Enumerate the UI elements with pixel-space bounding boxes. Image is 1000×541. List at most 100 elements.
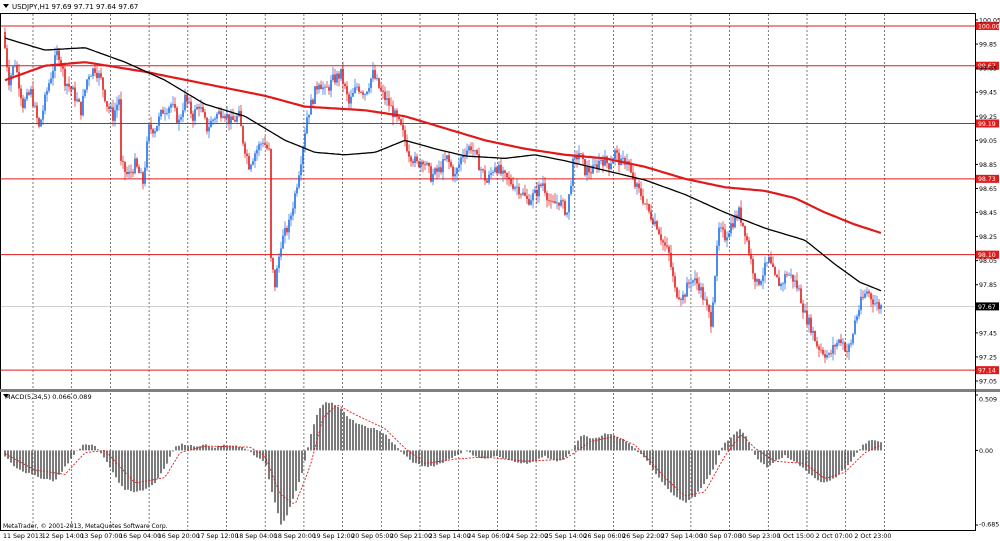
candle-body bbox=[760, 280, 762, 285]
candle-body bbox=[252, 161, 254, 165]
candle-body bbox=[530, 200, 532, 205]
candle-body bbox=[670, 252, 672, 268]
candle-body bbox=[814, 330, 816, 342]
y-tick-label: 97.25 bbox=[979, 354, 997, 361]
candle-body bbox=[268, 148, 270, 150]
candle-body bbox=[540, 184, 542, 186]
candle-body bbox=[558, 202, 560, 206]
candle-body bbox=[376, 78, 378, 80]
candle-body bbox=[432, 173, 434, 182]
candle-body bbox=[858, 310, 860, 317]
x-tick-label: 30 Sep 07:00 bbox=[700, 533, 742, 540]
ma-slow-line bbox=[4, 61, 882, 235]
candle-body bbox=[20, 88, 22, 99]
candle-body bbox=[458, 164, 460, 169]
candle-body bbox=[442, 159, 444, 173]
candle-body bbox=[34, 105, 36, 107]
candle-body bbox=[742, 222, 744, 226]
candle-body bbox=[870, 293, 872, 300]
candle-body bbox=[224, 116, 226, 119]
candle-body bbox=[566, 212, 568, 215]
candle-body bbox=[554, 201, 556, 204]
dropdown-triangle-icon[interactable] bbox=[3, 4, 9, 8]
candle-body bbox=[848, 344, 850, 352]
candle-body bbox=[360, 91, 362, 93]
candle-body bbox=[266, 144, 268, 149]
candle-body bbox=[30, 88, 32, 95]
candle-body bbox=[454, 173, 456, 177]
candle-body bbox=[96, 72, 98, 79]
candle-body bbox=[328, 87, 330, 91]
y-tick-label: 98.25 bbox=[979, 234, 997, 241]
level-price-label: 99.67 bbox=[978, 63, 996, 70]
candle-body bbox=[302, 147, 304, 165]
candle-body bbox=[482, 169, 484, 171]
candle-body bbox=[372, 70, 374, 79]
candle-body bbox=[94, 68, 96, 73]
x-tick-label: 24 Sep 06:00 bbox=[467, 533, 509, 540]
level-price-label: 99.19 bbox=[978, 121, 996, 128]
candle-body bbox=[342, 68, 344, 84]
candle-body bbox=[712, 302, 714, 327]
candle-body bbox=[440, 167, 442, 173]
dropdown-triangle-icon-macd[interactable] bbox=[3, 394, 9, 398]
candle-body bbox=[506, 172, 508, 178]
candle-body bbox=[170, 104, 172, 108]
candle-body bbox=[768, 256, 770, 263]
candle-body bbox=[416, 156, 418, 162]
candle-body bbox=[258, 144, 260, 150]
candle-body bbox=[320, 84, 322, 90]
candle-body bbox=[202, 107, 204, 112]
candle-body bbox=[810, 317, 812, 333]
candle-body bbox=[490, 172, 492, 175]
candle-body bbox=[444, 159, 446, 161]
x-tick-label: 23 Sep 14:00 bbox=[429, 533, 471, 540]
candle-body bbox=[586, 167, 588, 176]
candle-body bbox=[110, 107, 112, 109]
candle-body bbox=[148, 124, 150, 142]
candle-body bbox=[550, 200, 552, 202]
horizontal-levels[interactable]: 100.00 99.67 99.19 98.73 98.10 97.14 97.67 bbox=[0, 22, 1000, 375]
x-tick-label: 30 Sep 23:00 bbox=[738, 533, 780, 540]
candle-body bbox=[496, 167, 498, 174]
y-tick-label: 97.05 bbox=[979, 379, 997, 386]
candle-body bbox=[262, 143, 264, 145]
candle-body bbox=[696, 278, 698, 284]
candle-body bbox=[264, 143, 266, 145]
candle-body bbox=[152, 129, 154, 134]
candle-body bbox=[88, 76, 90, 80]
candle-body bbox=[414, 156, 416, 163]
candle-body bbox=[666, 245, 668, 247]
ma-fast-line bbox=[4, 37, 882, 292]
candle-body bbox=[168, 107, 170, 113]
candle-body bbox=[510, 178, 512, 185]
candle-body bbox=[428, 162, 430, 167]
candle-body bbox=[584, 159, 586, 176]
copyright-text: MetaTrader, © 2001-2013, MetaQuotes Soft… bbox=[3, 523, 168, 530]
candle-body bbox=[876, 302, 878, 304]
candle-body bbox=[746, 236, 748, 241]
candle-body bbox=[36, 105, 38, 119]
x-tick-label: 17 Sep 12:00 bbox=[197, 533, 239, 540]
y-tick-label: 99.25 bbox=[979, 114, 997, 121]
candle-body bbox=[548, 200, 550, 202]
candle-body bbox=[256, 149, 258, 154]
level-price-box bbox=[976, 61, 999, 70]
candle-body bbox=[470, 146, 472, 151]
candle-body bbox=[128, 171, 130, 175]
candle-body bbox=[452, 166, 454, 177]
candle-body bbox=[288, 219, 290, 233]
candle-body bbox=[100, 73, 102, 78]
symbol-header: USDJPY,H1 97.69 97.71 97.64 97.67 bbox=[12, 3, 138, 11]
candle-body bbox=[776, 274, 778, 278]
candle-body bbox=[116, 104, 118, 111]
candle-body bbox=[564, 200, 566, 215]
candle-body bbox=[764, 262, 766, 276]
candle-body bbox=[138, 166, 140, 174]
candle-body bbox=[140, 172, 142, 174]
candle-body bbox=[778, 277, 780, 287]
candle-body bbox=[828, 353, 830, 355]
candle-body bbox=[212, 119, 214, 121]
candle-body bbox=[744, 225, 746, 237]
